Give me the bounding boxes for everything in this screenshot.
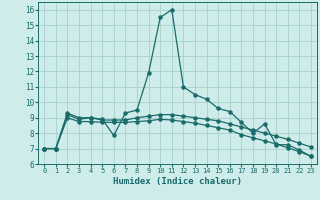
X-axis label: Humidex (Indice chaleur): Humidex (Indice chaleur)	[113, 177, 242, 186]
